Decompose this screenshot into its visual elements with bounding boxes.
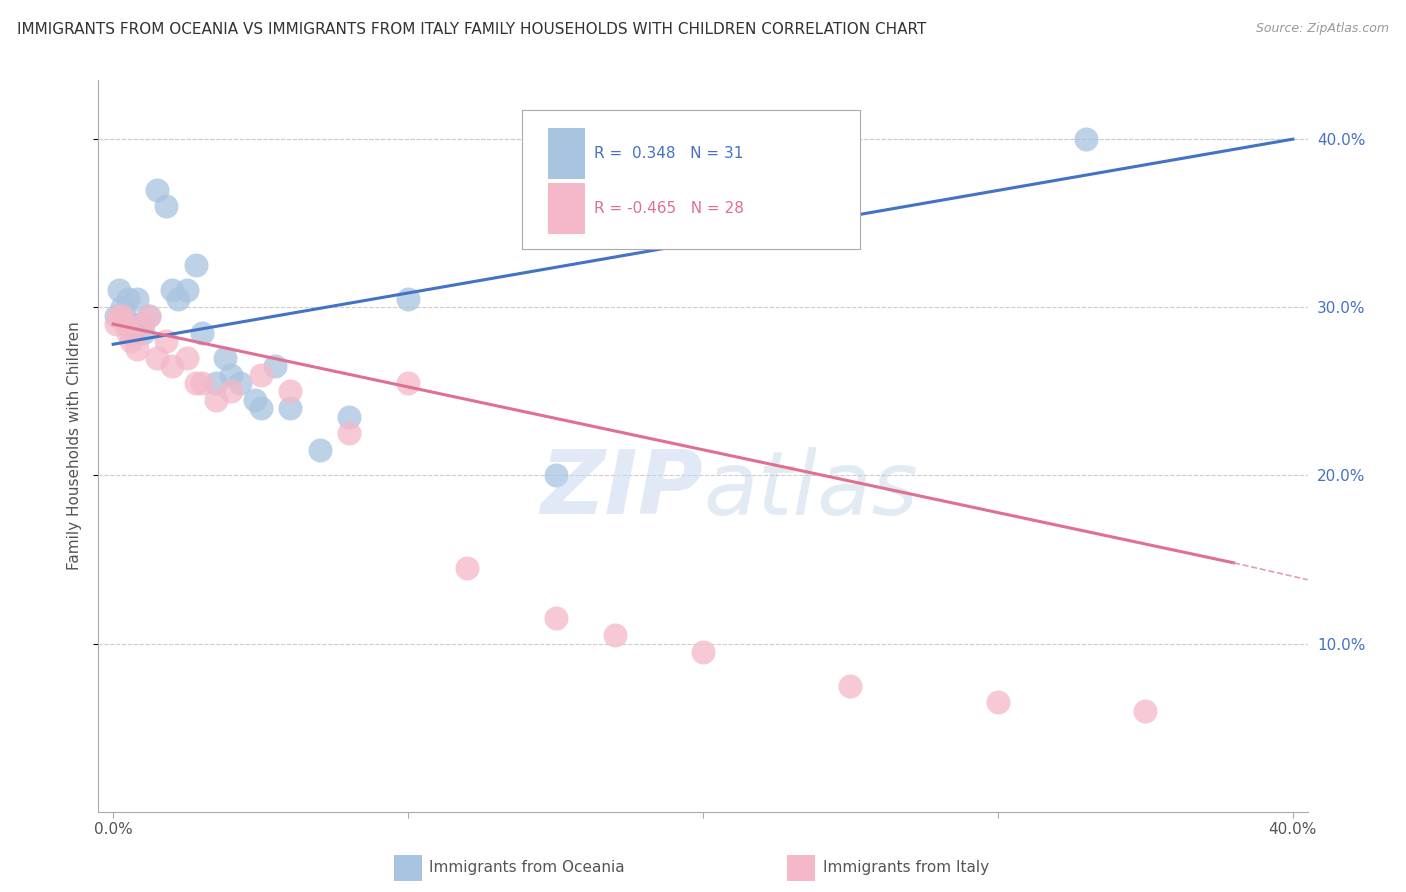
Point [138, 309, 160, 323]
Point [122, 326, 145, 340]
Point [108, 284, 131, 298]
Text: atlas: atlas [703, 447, 918, 533]
Point [1076, 132, 1098, 146]
Point [692, 645, 714, 659]
Point [456, 561, 478, 575]
FancyBboxPatch shape [522, 110, 860, 249]
Point [337, 409, 360, 424]
Point [190, 326, 212, 340]
Point [146, 183, 169, 197]
Point [184, 376, 207, 390]
Point [155, 199, 177, 213]
Point [131, 317, 153, 331]
Point [108, 309, 131, 323]
Point [396, 376, 419, 390]
Point [105, 317, 128, 331]
Point [839, 679, 862, 693]
Point [278, 401, 301, 416]
Text: Source: ZipAtlas.com: Source: ZipAtlas.com [1256, 22, 1389, 36]
FancyBboxPatch shape [548, 183, 585, 234]
Point [114, 317, 136, 331]
Point [176, 284, 198, 298]
Point [125, 292, 148, 306]
Text: R = -0.465   N = 28: R = -0.465 N = 28 [595, 201, 744, 216]
Point [337, 426, 360, 441]
Point [190, 376, 212, 390]
Point [544, 468, 567, 483]
Point [249, 368, 271, 382]
Point [146, 351, 169, 365]
Point [544, 611, 567, 625]
Point [214, 351, 236, 365]
Point [117, 292, 139, 306]
Point [120, 334, 142, 348]
Point [219, 368, 242, 382]
Point [111, 300, 134, 314]
Point [184, 258, 207, 272]
Point [167, 292, 190, 306]
Point [396, 292, 419, 306]
Point [138, 309, 160, 323]
Point [278, 384, 301, 399]
Point [1135, 704, 1157, 718]
Point [117, 326, 139, 340]
Text: Immigrants from Oceania: Immigrants from Oceania [429, 861, 624, 875]
Point [128, 317, 150, 331]
Text: ZIP: ZIP [540, 446, 703, 533]
Point [264, 359, 287, 373]
Point [229, 376, 252, 390]
FancyBboxPatch shape [548, 128, 585, 179]
Point [105, 309, 128, 323]
Point [603, 628, 626, 642]
Point [219, 384, 242, 399]
Point [160, 359, 183, 373]
Text: IMMIGRANTS FROM OCEANIA VS IMMIGRANTS FROM ITALY FAMILY HOUSEHOLDS WITH CHILDREN: IMMIGRANTS FROM OCEANIA VS IMMIGRANTS FR… [17, 22, 927, 37]
Point [111, 309, 134, 323]
Point [155, 334, 177, 348]
Y-axis label: Family Households with Children: Family Households with Children [67, 322, 83, 570]
Text: R =  0.348   N = 31: R = 0.348 N = 31 [595, 146, 744, 161]
Point [205, 376, 228, 390]
Point [160, 284, 183, 298]
Point [205, 392, 228, 407]
Point [131, 326, 153, 340]
Point [176, 351, 198, 365]
Point [987, 695, 1010, 709]
Point [125, 343, 148, 357]
Point [120, 317, 142, 331]
Point [114, 309, 136, 323]
Text: Immigrants from Italy: Immigrants from Italy [823, 861, 988, 875]
Point [243, 392, 266, 407]
Point [249, 401, 271, 416]
Point [308, 443, 330, 458]
